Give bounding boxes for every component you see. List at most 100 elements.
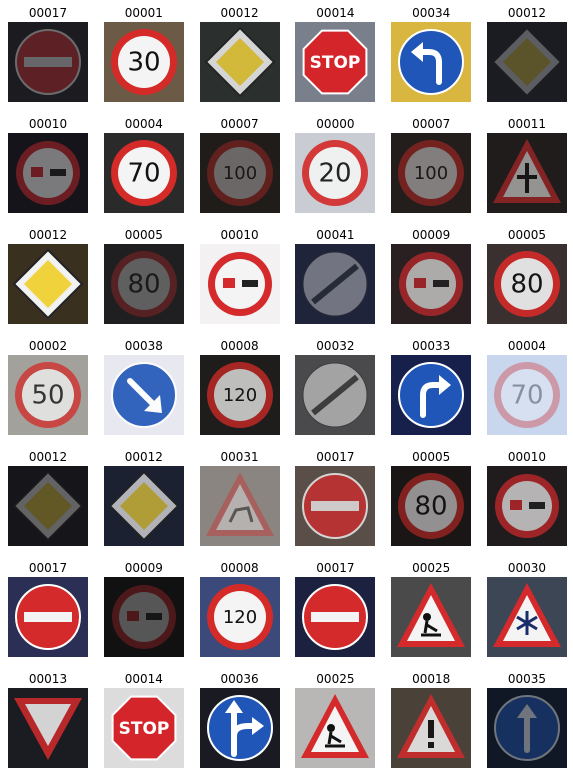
grid-cell: 00035 (486, 670, 567, 768)
warning-roadwork-sign-icon (295, 688, 376, 768)
grid-cell: 00011 (486, 115, 567, 213)
stop-sign-icon: STOP (295, 22, 376, 102)
grid-cell: 00007 100 (391, 115, 472, 213)
sign-image (199, 466, 280, 546)
grid-cell: 00009 (103, 559, 184, 657)
class-id-label: 00041 (316, 228, 355, 242)
yield-sign-icon (8, 688, 88, 768)
grid-cell: 00009 (391, 226, 472, 324)
sign-image: 50 (8, 355, 88, 435)
sign-image (391, 355, 472, 435)
sign-image (295, 244, 376, 324)
grid-cell: 00013 (8, 670, 88, 768)
sign-image (486, 133, 567, 213)
sign-image (486, 577, 567, 657)
svg-text:50: 50 (31, 381, 64, 411)
grid-cell: 00036 (199, 670, 280, 768)
class-id-label: 00031 (220, 450, 259, 464)
warning-general-sign-icon (391, 688, 472, 768)
class-id-label: 00025 (316, 672, 355, 686)
grid-cell: 00012 (103, 448, 184, 546)
class-id-label: 00014 (316, 6, 355, 20)
class-id-label: 00013 (28, 672, 68, 686)
sign-image: 100 (391, 133, 472, 213)
grid-cell: 00012 (8, 448, 88, 546)
sign-image (295, 688, 376, 768)
sign-image (103, 466, 184, 546)
warning-snow-sign-icon (486, 577, 567, 657)
sign-image (8, 133, 88, 213)
grid-cell: 00002 50 (8, 337, 88, 435)
grid-cell: 00012 (486, 4, 567, 102)
priority-sign-icon (103, 466, 184, 546)
class-id-label: 00012 (28, 228, 68, 242)
class-id-label: 00009 (412, 228, 451, 242)
grid-cell: 00008 120 (199, 337, 280, 435)
limit-sign-icon: 80 (486, 244, 567, 324)
sign-image: 80 (103, 244, 184, 324)
limit-sign-icon: 30 (103, 22, 184, 102)
sign-image (199, 22, 280, 102)
turn-left-sign-icon (391, 22, 472, 102)
sign-image: 100 (199, 133, 280, 213)
sign-image: 30 (103, 22, 184, 102)
sign-image (486, 22, 567, 102)
sign-grid: 00017 00001 30 00012 00014 STOP 00034 00012 0001… (8, 4, 568, 780)
no-overtake-sign-icon (391, 244, 472, 324)
no-overtake-truck-sign-icon (486, 466, 567, 546)
limit-sign-icon: 50 (8, 355, 88, 435)
grid-cell: 00041 (295, 226, 376, 324)
class-id-label: 00012 (124, 450, 163, 464)
class-id-label: 00014 (124, 672, 163, 686)
class-id-label: 00036 (220, 672, 259, 686)
grid-cell: 00010 (486, 448, 567, 546)
grid-cell: 00038 (103, 337, 184, 435)
limit-sign-icon: 70 (486, 355, 567, 435)
grid-cell: 00001 30 (103, 4, 184, 102)
sign-image (486, 466, 567, 546)
grid-cell: 00008 120 (199, 559, 280, 657)
grid-cell: 00030 (486, 559, 567, 657)
svg-text:STOP: STOP (118, 719, 169, 739)
sign-image (8, 577, 88, 657)
grid-cell: 00005 80 (391, 448, 472, 546)
priority-sign-icon (8, 466, 88, 546)
sign-image (295, 466, 376, 546)
no-entry-sign-icon (295, 466, 376, 546)
sign-image (391, 688, 472, 768)
class-id-label: 00010 (220, 228, 259, 242)
sign-image: 20 (295, 133, 376, 213)
no-overtake-truck-sign-icon (8, 133, 88, 213)
grid-cell: 00017 (295, 559, 376, 657)
class-id-label: 00012 (507, 6, 547, 20)
class-id-label: 00001 (124, 6, 163, 20)
class-id-label: 00005 (412, 450, 451, 464)
class-id-label: 00002 (28, 339, 68, 353)
sign-image (391, 22, 472, 102)
class-id-label: 00007 (412, 117, 451, 131)
class-id-label: 00011 (507, 117, 547, 131)
limit-sign-icon: 120 (199, 355, 280, 435)
sign-image: 80 (486, 244, 567, 324)
sign-image (103, 355, 184, 435)
sign-image (199, 688, 280, 768)
class-id-label: 00038 (124, 339, 163, 353)
class-id-label: 00004 (507, 339, 547, 353)
sign-image (8, 688, 88, 768)
svg-text:STOP: STOP (310, 53, 361, 73)
turn-right-sign-icon (391, 355, 472, 435)
svg-text:70: 70 (510, 381, 543, 411)
grid-cell: 00004 70 (486, 337, 567, 435)
class-id-label: 00012 (28, 450, 68, 464)
sign-image (391, 244, 472, 324)
class-id-label: 00004 (124, 117, 163, 131)
svg-text:80: 80 (127, 270, 160, 300)
ahead-only-sign-icon (486, 688, 567, 768)
class-id-label: 00017 (28, 561, 68, 575)
svg-text:100: 100 (414, 163, 448, 184)
sign-image (8, 22, 88, 102)
grid-cell: 00000 20 (295, 115, 376, 213)
class-id-label: 00030 (507, 561, 547, 575)
grid-cell: 00031 (199, 448, 280, 546)
grid-cell: 00017 (8, 4, 88, 102)
